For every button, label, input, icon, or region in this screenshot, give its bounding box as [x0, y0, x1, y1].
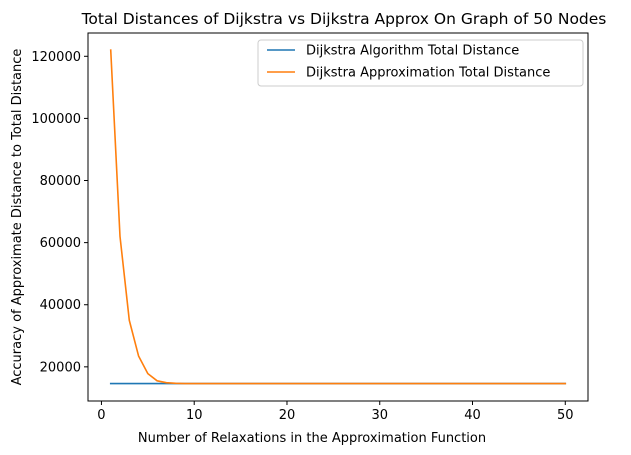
legend: Dijkstra Algorithm Total Distance Dijkstr…: [257, 39, 584, 87]
x-tick-label: 50: [557, 408, 574, 423]
legend-label-1: Dijkstra Algorithm Total Distance: [306, 44, 519, 59]
x-tick-label: 30: [371, 408, 388, 423]
y-tick-label: 60000: [40, 236, 81, 251]
y-axis: 20000 40000 60000 80000 100000 120000: [31, 50, 88, 375]
series-line-2: [109, 49, 567, 385]
x-axis-label: Number of Relaxations in the Approximati…: [138, 431, 486, 446]
plot-area: [87, 32, 589, 402]
plot-border: [87, 32, 589, 402]
x-tick-label: 40: [464, 408, 481, 423]
y-tick-label: 100000: [31, 112, 81, 127]
legend-box: [257, 39, 584, 87]
chart-title: Total Distances of Dijkstra vs Dijkstra …: [81, 10, 607, 28]
y-axis-label: Accuracy of Approximate Distance to Tota…: [10, 49, 25, 386]
y-tick-label: 40000: [40, 298, 81, 313]
series-layer: [109, 49, 567, 385]
x-tick-label: 10: [186, 408, 203, 423]
x-tick-label: 20: [279, 408, 296, 423]
legend-label-2: Dijkstra Approximation Total Distance: [306, 66, 550, 81]
x-tick-label: 0: [97, 408, 105, 423]
y-tick-label: 20000: [40, 360, 81, 375]
x-axis: 0 10 20 30 40 50: [97, 401, 574, 423]
y-tick-label: 80000: [40, 174, 81, 189]
y-tick-label: 120000: [31, 50, 81, 65]
plot-frame: [88, 33, 588, 401]
